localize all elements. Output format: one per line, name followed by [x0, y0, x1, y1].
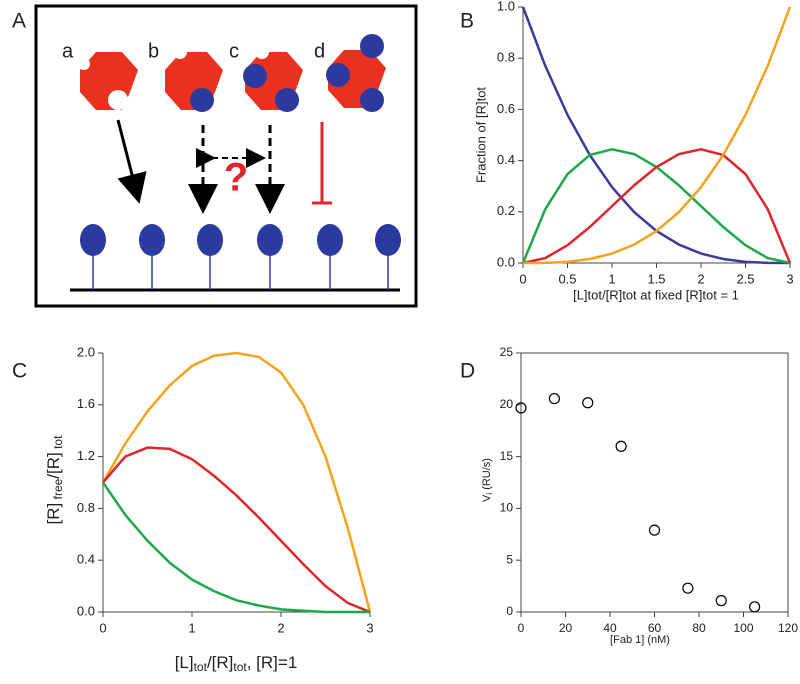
label-part: /[R] [44, 452, 63, 478]
y-tick-label: 5 [506, 552, 513, 566]
panel-label: C [12, 360, 27, 383]
x-axis-label: [L]tot/[R]tot at fixed [R]tot = 1 [573, 287, 739, 302]
x-tick-label: 2 [697, 271, 704, 286]
y-tick-label: 2.0 [77, 344, 95, 359]
question-mark: ? [224, 156, 248, 200]
x-tick-label: 0 [518, 621, 525, 635]
line-series [521, 6, 791, 265]
y-tick-label: 0.4 [77, 552, 95, 567]
x-tick-label: 0.5 [558, 271, 576, 286]
y-tick-label: 0.0 [77, 603, 95, 618]
point [749, 601, 761, 613]
point [715, 595, 727, 607]
y-tick-label: 20 [500, 397, 514, 411]
y-tick-label: 0.8 [77, 500, 95, 515]
diagram: a b c d ? [34, 4, 418, 308]
arrows [116, 119, 332, 214]
x-tick-label: 120 [778, 621, 798, 635]
point [515, 402, 527, 414]
x-tick-label: 2 [277, 620, 284, 635]
y-tick-label: 0.8 [497, 50, 515, 65]
x-tick-label: 3 [366, 620, 373, 635]
subscript: tot [51, 435, 65, 452]
y-tick-label: 25 [500, 345, 514, 359]
x-tick-label: 2.5 [736, 271, 754, 286]
y-axis-label: Vi (RU/s) [481, 458, 494, 502]
x-tick-label: 60 [648, 621, 662, 635]
line-series [522, 147, 792, 265]
subscript: i [485, 493, 494, 495]
y-tick-label: 0 [506, 604, 513, 618]
ligands [190, 34, 384, 112]
point [648, 524, 661, 536]
diagram-label: d [314, 40, 325, 62]
line-series [101, 481, 370, 614]
y-tick-label: 0.4 [497, 152, 515, 167]
y-tick-label: 15 [500, 449, 514, 463]
subscript: free [51, 478, 65, 502]
x-tick-label: 1 [608, 271, 615, 286]
y-axis-label: Fraction of [R]tot [473, 87, 488, 183]
panel-label: A [12, 10, 26, 33]
diagram-label: b [148, 40, 159, 62]
label-part: /[R] [207, 653, 233, 672]
x-axis-label: [L]tot/[R]tot, [R]=1 [175, 653, 298, 673]
x-tick-label: 0 [99, 620, 106, 635]
line-series [102, 446, 371, 614]
line-series [522, 6, 792, 265]
x-tick-label: 40 [603, 621, 617, 635]
point [582, 397, 594, 409]
y-tick-label: 10 [500, 501, 514, 515]
panel-label: D [460, 360, 475, 383]
y-axis-label: [R] free/[R] tot [44, 435, 64, 525]
plot-frame [520, 352, 789, 613]
x-tick-label: 3 [786, 271, 793, 286]
diagram-label: a [62, 40, 74, 62]
x-tick-label: 0 [519, 271, 526, 286]
diagram-label: c [229, 40, 239, 62]
y-tick-label: 1.2 [77, 448, 95, 463]
x-tick-label: 1 [188, 620, 195, 635]
y-tick-label: 0.2 [497, 203, 515, 218]
line-series [101, 351, 372, 613]
point [548, 392, 560, 405]
x-axis-label: [Fab 1] (nM) [610, 634, 670, 646]
x-tick-label: 80 [692, 621, 706, 635]
x-tick-label: 20 [559, 621, 573, 635]
point [615, 440, 627, 452]
surface [70, 224, 401, 292]
label-part: (RU/s) [481, 458, 493, 493]
notches [78, 45, 269, 110]
y-tick-label: 0.0 [497, 254, 515, 269]
y-tick-label: 1.0 [497, 0, 515, 13]
subscript: tot [233, 660, 247, 674]
label-part: V [481, 494, 493, 502]
label-part: [R] [44, 503, 63, 525]
diagram-frame [34, 4, 418, 308]
point [682, 582, 694, 594]
panel-label: B [460, 10, 474, 33]
label-part: , [R]=1 [247, 653, 298, 672]
label-part: [L] [175, 653, 194, 672]
x-tick-label: 1.5 [647, 271, 665, 286]
x-tick-label: 100 [733, 621, 753, 635]
subscript: tot [194, 660, 208, 674]
y-tick-label: 0.6 [497, 101, 515, 116]
y-tick-label: 1.6 [77, 396, 95, 411]
